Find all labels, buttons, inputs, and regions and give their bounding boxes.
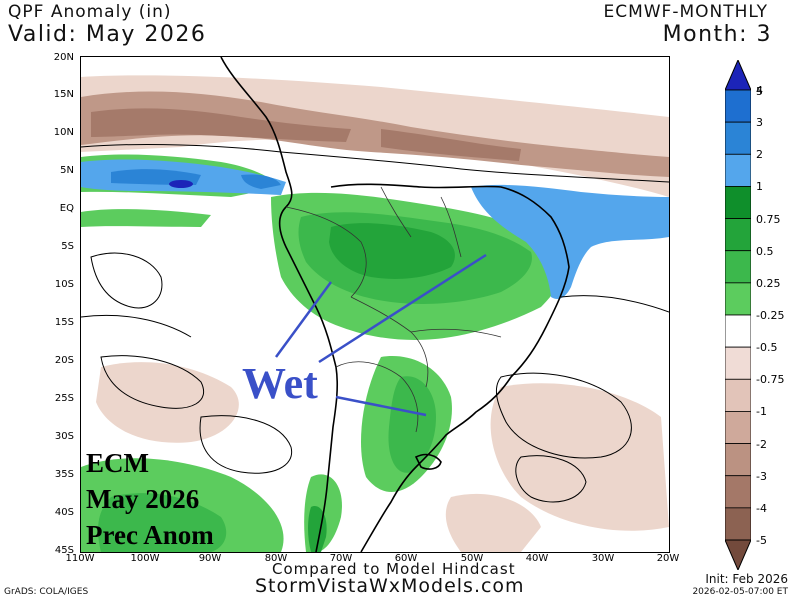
contour-lines [81,144,669,503]
colorbar [725,60,751,570]
colorbar-tick-label: 1 [756,180,763,194]
colorbar-segment [725,121,751,155]
colorbar-segment [725,475,751,509]
init-date: Init: Feb 2026 [705,572,788,586]
dry-band [81,91,669,177]
lon-label: 80W [264,553,288,564]
ecm-label-line3: Prec Anom [86,520,214,550]
lat-label: 15N [53,89,74,100]
lon-label: 100W [130,553,160,564]
colorbar-segment [725,539,751,570]
colorbar-tick-label: 0.25 [756,276,781,290]
wet-areas-strong [308,223,455,552]
hindcast-note: Compared to Model Hindcast [272,560,516,578]
wet-annotation: Wet [242,359,318,408]
timestamp: 2026-02-05-07:00 ET [692,587,788,597]
lat-label: 40S [54,507,74,518]
colorbar-tick-label: 0.75 [756,212,781,226]
lon-label: 60W [394,553,418,564]
ecm-label-line2: May 2026 [86,484,200,514]
lat-label: EQ [59,203,74,214]
colorbar-segment [725,89,751,123]
colorbar-tick-label: 5 [756,85,763,98]
colorbar-tick-label: -1 [756,405,767,419]
colorbar-tick-label: -0.75 [756,373,785,387]
lat-label: 45S [54,545,74,556]
colorbar-tick-label: -2 [756,437,767,451]
colorbar-segment [725,346,751,380]
ecm-label-line1: ECM [86,448,149,478]
colorbar-tick-label: 4 [756,84,763,97]
colorbar-segment [725,250,751,284]
colorbar-segment [725,314,751,348]
lon-label: 20W [656,553,680,564]
map-title: QPF Anomaly (in) [8,2,172,22]
colorbar-tick-label: -5 [756,534,767,547]
colorbar-tick-label: 0.5 [756,244,774,258]
forecast-month: Month: 3 [662,22,772,47]
colorbar-tick-label: -4 [756,501,767,515]
lon-label: 70W [329,553,353,564]
lat-label: 20N [53,52,74,63]
lat-label: 35S [54,469,74,480]
lat-label: 5S [61,241,74,252]
colorbar-tick-label: 2 [756,148,763,162]
lon-label: 30W [591,553,615,564]
coastlines [220,57,570,552]
annotation-lines [274,253,487,417]
lon-label: 110W [65,553,95,564]
precip-anomaly-map [80,56,670,553]
valid-date: Valid: May 2026 [8,22,207,47]
colorbar-segment [725,378,751,412]
colorbar-segment [725,60,751,91]
colorbar-tick-label: -0.5 [756,341,778,355]
colorbar-segment [725,507,751,541]
colorbar-segment [725,186,751,219]
site-url: StormVistaWxModels.com [255,575,525,597]
lat-label: 10N [53,127,74,138]
colorbar-segment [725,153,751,187]
lon-label: 90W [198,553,222,564]
colorbar-segment [725,411,751,444]
lat-label: 25S [54,393,74,404]
lon-label: 50W [460,553,484,564]
dry-core [91,108,521,161]
grads-credit: GrADS: COLA/IGES [4,587,89,597]
model-name: ECMWF-MONTHLY [603,2,768,22]
map-canvas [81,57,669,552]
lat-label: 30S [54,431,74,442]
lon-label: 40W [525,553,549,564]
lat-label: 15S [54,317,74,328]
colorbar-tick-label: -0.25 [756,309,785,322]
colorbar-tick-label: -3 [756,469,767,483]
colorbar-segment [725,443,751,477]
lat-label: 20S [54,355,74,366]
colorbar-segment [725,218,751,252]
colorbar-tick-label: 3 [756,116,763,130]
lat-label: 10S [54,279,74,290]
colorbar-segment [725,282,751,316]
country-borders [285,186,502,433]
lat-label: 5N [60,165,74,176]
